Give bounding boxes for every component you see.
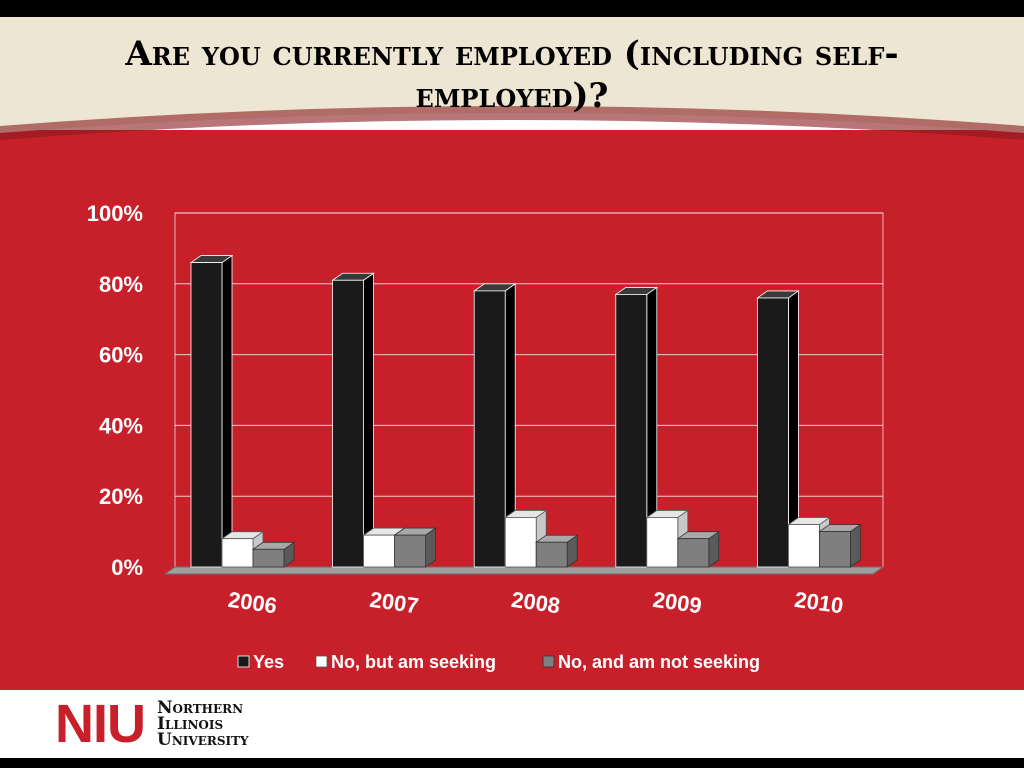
x-tick-label: 2009	[651, 587, 703, 619]
y-tick-label: 60%	[99, 343, 143, 368]
header-arc	[0, 17, 1024, 140]
x-tick-label: 2006	[227, 587, 279, 619]
bar-side	[363, 272, 375, 568]
bar-2006-series-1	[190, 262, 223, 568]
x-tick-label: 2008	[510, 587, 562, 619]
top-strip	[0, 0, 1024, 17]
slide-title: Are you currently employed (including se…	[125, 34, 899, 116]
y-tick-label: 80%	[99, 272, 143, 297]
bottom-strip	[0, 758, 1024, 768]
niu-logo: NIU Northern Illinois University	[55, 694, 249, 754]
bar-2007-series-1	[332, 279, 365, 568]
legend-swatch	[237, 655, 250, 668]
bar-2006-series-2	[221, 538, 254, 568]
logo-line-university: University	[157, 730, 249, 750]
bar-2008-series-2	[504, 517, 537, 568]
bar-2010-series-3	[819, 531, 851, 568]
bar-2009-series-3	[677, 538, 710, 568]
bar-2009-series-2	[646, 517, 679, 568]
legend-label: No, and am not seeking	[558, 652, 760, 672]
legend-label: No, but am seeking	[331, 652, 496, 672]
bar-2006-series-3	[252, 548, 285, 568]
bar-2007-series-2	[363, 534, 396, 568]
bar-2010-series-2	[788, 524, 820, 568]
y-tick-label: 100%	[87, 201, 143, 226]
legend-swatch	[315, 655, 328, 668]
x-tick-label: 2007	[368, 587, 420, 619]
y-tick-label: 20%	[99, 484, 143, 509]
x-tick-label: 2010	[793, 587, 845, 619]
y-tick-label: 40%	[99, 413, 143, 438]
bar-2008-series-3	[535, 541, 568, 568]
bar-2010-series-1	[757, 297, 789, 568]
chart-floor	[163, 566, 885, 575]
legend-label: Yes	[253, 652, 284, 672]
bar-side	[221, 254, 233, 568]
logo-line-northern: Northern	[157, 698, 244, 718]
logo-name: Northern Illinois University	[157, 698, 249, 750]
bar-2008-series-1	[473, 290, 506, 568]
bar-2007-series-3	[394, 534, 427, 568]
legend-swatch	[542, 655, 555, 668]
bar-2009-series-1	[615, 294, 648, 568]
logo-mark: NIU	[55, 694, 146, 754]
y-tick-label: 0%	[111, 555, 143, 580]
logo-line-illinois: Illinois	[157, 714, 224, 734]
